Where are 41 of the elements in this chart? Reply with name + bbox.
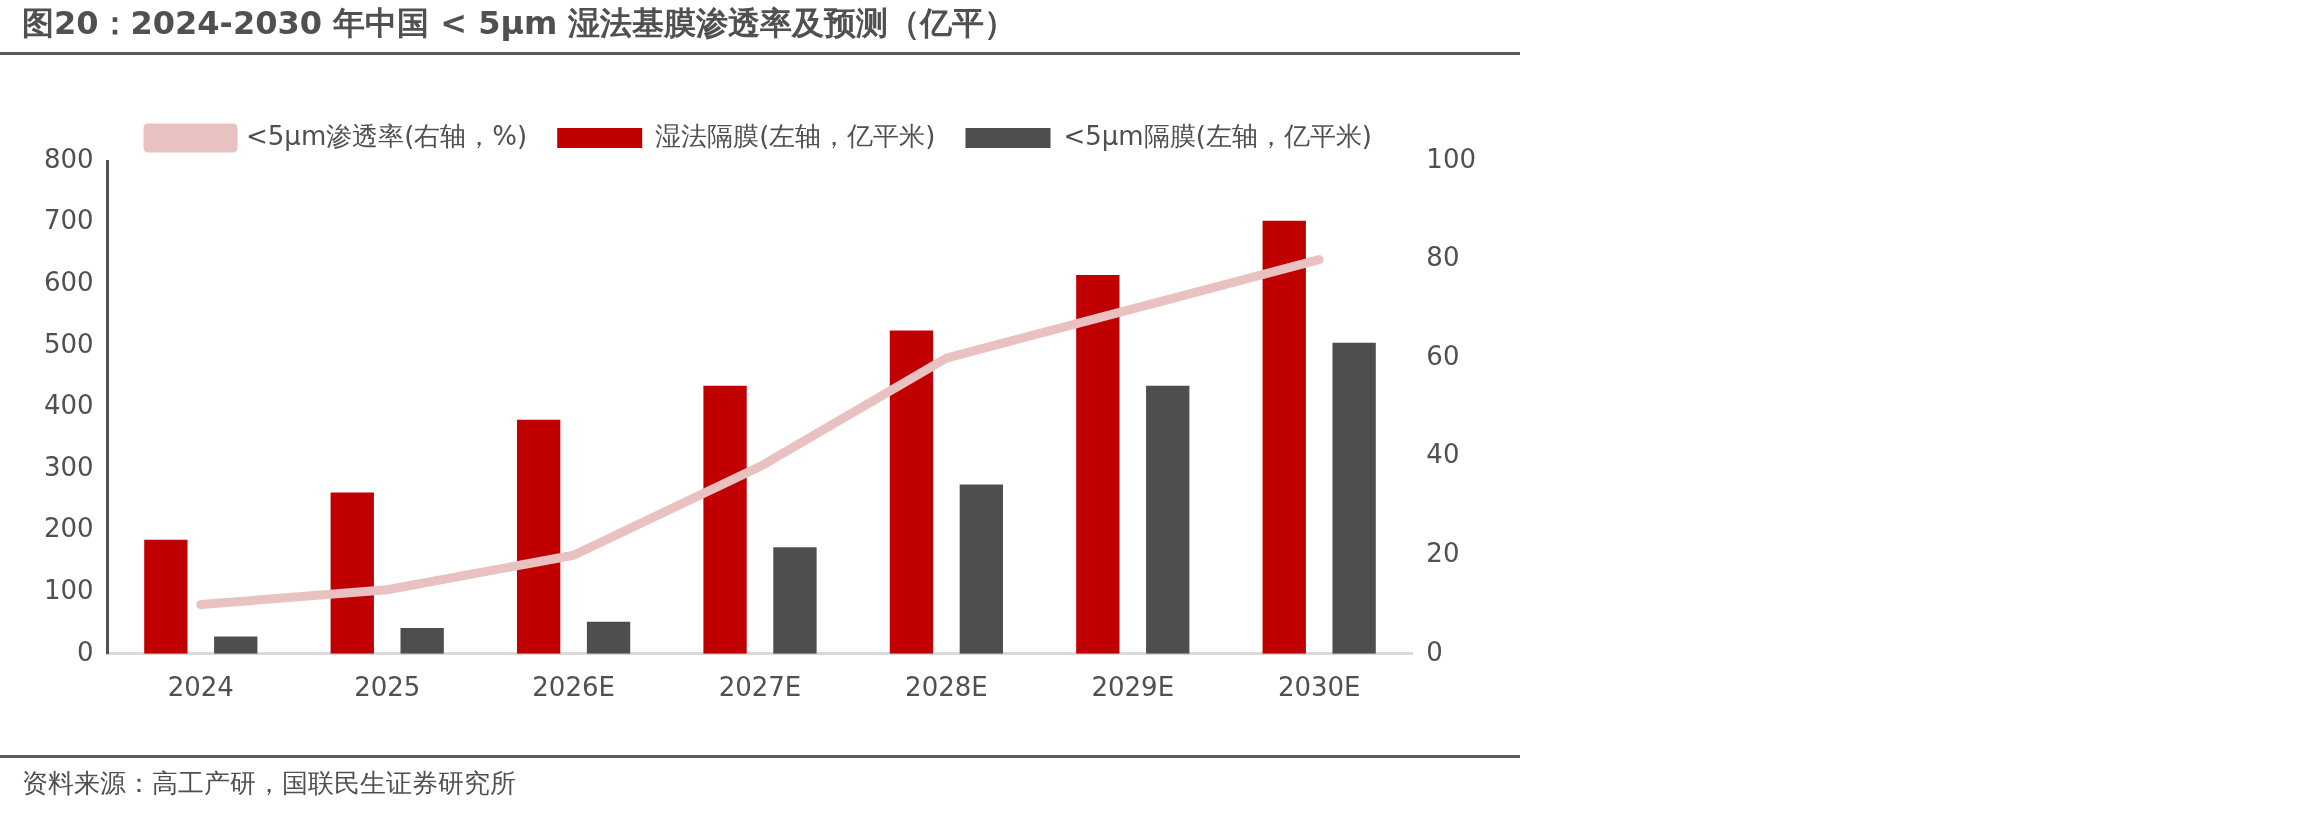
bar: [330, 492, 374, 654]
y2-tick-label: 80: [1426, 242, 1460, 273]
x-tick-label: 2027E: [718, 672, 802, 703]
y-tick-label: 800: [43, 143, 94, 174]
chart-title: 图20：2024-2030 年中国 < 5μm 湿法基膜渗透率及预测（亿平）: [0, 0, 1520, 55]
legend-label: <5μm渗透率(右轴，%): [246, 120, 528, 151]
y2-tick-label: 100: [1426, 143, 1477, 174]
y-tick-label: 700: [43, 205, 94, 236]
bar: [773, 547, 817, 654]
bar: [1076, 274, 1120, 654]
x-tick-label: 2029E: [1091, 672, 1175, 703]
bar: [214, 636, 258, 654]
y-tick-label: 200: [43, 513, 94, 544]
x-tick-label: 2024: [167, 672, 234, 703]
y2-tick-label: 60: [1426, 340, 1460, 371]
bar: [144, 539, 188, 654]
y-tick-label: 400: [43, 390, 94, 421]
bar: [516, 419, 561, 654]
bar: [1262, 220, 1306, 654]
bar: [1146, 385, 1190, 654]
bar: [400, 627, 444, 654]
y2-tick-label: 40: [1426, 439, 1460, 470]
y-tick-label: 300: [43, 451, 94, 482]
y-tick-label: 0: [77, 636, 94, 667]
legend-label: <5μm隔膜(左轴，亿平米): [1063, 120, 1372, 151]
x-tick-label: 2026E: [532, 672, 615, 703]
y-tick-label: 600: [43, 266, 94, 297]
bar: [703, 385, 747, 654]
bar: [586, 621, 631, 654]
legend-label: 湿法隔膜(左轴，亿平米): [655, 120, 936, 151]
y2-tick-label: 0: [1426, 636, 1443, 667]
text: 资料来源：高工产研，国联民生证券研究所: [0, 755, 1520, 801]
x-tick-label: 2030E: [1277, 672, 1361, 703]
x-tick-label: 2028E: [905, 672, 988, 703]
y2-tick-label: 20: [1426, 537, 1460, 568]
bar: [959, 484, 1004, 654]
bar: [1332, 342, 1376, 654]
x-tick-label: 2025: [354, 672, 421, 703]
bar: [889, 330, 934, 654]
y-tick-label: 100: [43, 574, 94, 605]
y-tick-label: 500: [43, 328, 94, 359]
